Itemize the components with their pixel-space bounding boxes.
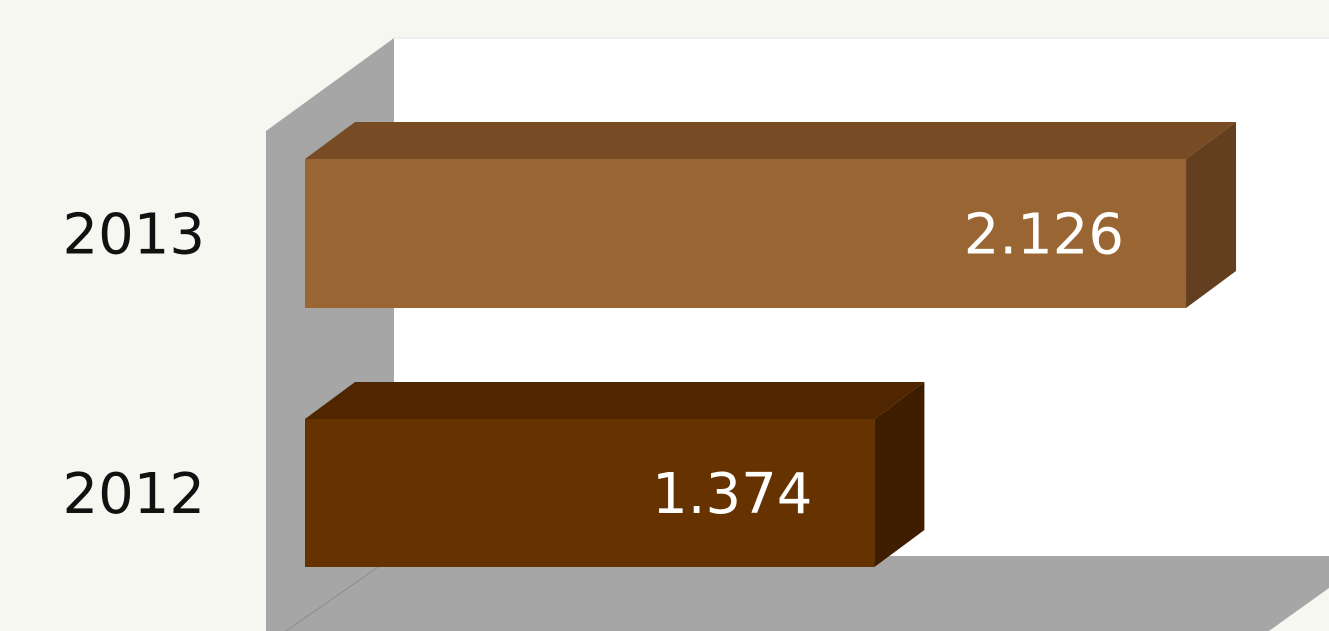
plot-floor-edge — [285, 555, 395, 631]
value-labels-group: 2.126 1.374 — [652, 203, 1124, 528]
category-labels-group: 2013 2012 — [62, 203, 205, 528]
bar-front-face — [305, 159, 1187, 308]
bar-2013 — [305, 122, 1237, 308]
bars-group — [305, 122, 1237, 567]
plot-floor — [286, 556, 1329, 631]
bar-front-face — [305, 419, 875, 567]
category-label: 2012 — [62, 462, 205, 527]
bar-top-face — [305, 382, 925, 419]
category-label: 2013 — [62, 203, 205, 268]
bar-side-face — [1186, 122, 1237, 308]
value-label: 1.374 — [652, 462, 812, 527]
bar-top-face — [305, 122, 1237, 159]
bar-side-face — [874, 382, 925, 567]
value-label: 2.126 — [964, 203, 1124, 268]
bar-2012 — [305, 382, 925, 567]
